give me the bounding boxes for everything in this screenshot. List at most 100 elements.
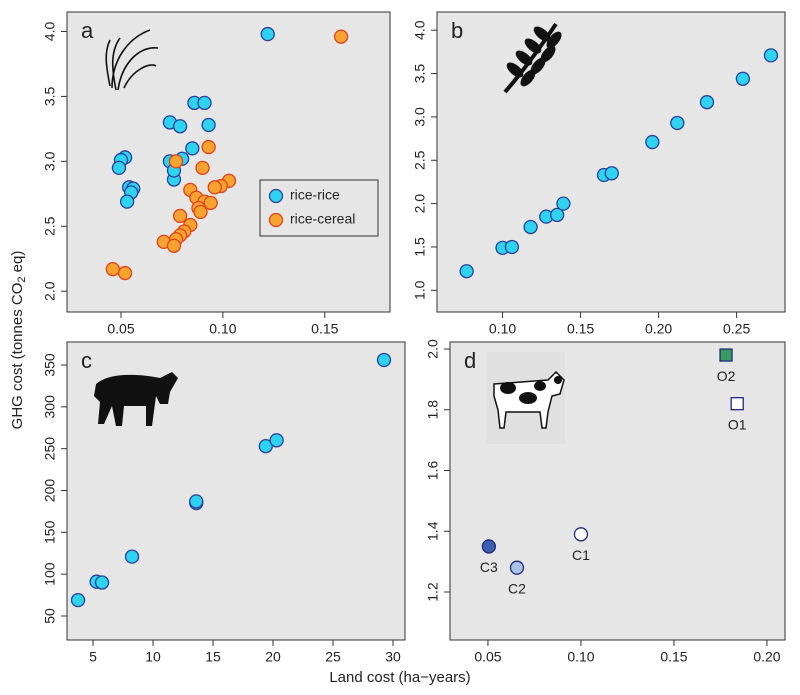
point [195, 160, 210, 175]
y-tick-label: 50 [42, 608, 58, 624]
point [201, 117, 216, 133]
x-tick-label: 0.05 [107, 321, 134, 337]
x-tick-label: 0.10 [567, 649, 594, 665]
icon [94, 372, 178, 426]
y-tick-label: 3.0 [42, 151, 58, 171]
point [730, 397, 744, 411]
point [168, 154, 184, 169]
y-tick-label: 2.0 [42, 281, 58, 301]
y-tick-label: 4.0 [42, 22, 58, 42]
point [735, 71, 751, 86]
icon [487, 352, 565, 444]
x-tick-label: 25 [325, 649, 341, 665]
icon-stroke [117, 47, 159, 91]
point [124, 549, 140, 564]
legend-label: rice-rice [290, 187, 340, 203]
point [189, 494, 204, 509]
panel-label: c [81, 348, 92, 373]
y-tick-label: 150 [42, 520, 58, 544]
icon-grain [520, 69, 536, 87]
y-tick-label: 4.0 [412, 20, 428, 40]
point [119, 194, 135, 209]
point [172, 119, 188, 134]
x-tick-label: 0.15 [660, 649, 687, 665]
icon-stroke [111, 29, 151, 89]
point [172, 208, 188, 224]
point [509, 560, 525, 575]
x-tick-label: 10 [145, 649, 161, 665]
icon-spot [554, 376, 562, 384]
y-tick-label: 250 [42, 437, 58, 461]
point [193, 204, 208, 220]
y-tick-label: 100 [42, 562, 58, 586]
x-tick-label: 0.10 [489, 321, 516, 337]
point [197, 95, 212, 111]
point [269, 433, 284, 448]
icon-stroke [111, 37, 121, 91]
point [604, 166, 619, 181]
x-tick-label: 30 [385, 649, 401, 665]
point [504, 239, 520, 255]
point [201, 139, 216, 155]
plot-area [436, 11, 786, 313]
point [719, 348, 733, 362]
point [523, 219, 538, 235]
x-tick-label: 0.05 [474, 649, 501, 665]
y-tick-label: 2.0 [412, 194, 428, 214]
y-tick-label: 3.0 [412, 107, 428, 127]
panel-label: a [81, 18, 94, 43]
point [670, 115, 685, 131]
point [459, 264, 474, 279]
icon-grain [533, 26, 551, 42]
icon-grain [506, 62, 524, 78]
x-tick-label: 0.15 [567, 321, 594, 337]
x-tick-label: 15 [205, 649, 221, 665]
legend-label: rice-cereal [290, 211, 355, 227]
point-label: C3 [480, 559, 498, 575]
y-tick-label: 1.8 [425, 400, 441, 420]
legend-box [259, 179, 379, 237]
icon-spot [500, 382, 516, 394]
icon-grain [530, 57, 546, 75]
icon-grain [540, 45, 556, 63]
point [105, 261, 121, 277]
icon [503, 22, 562, 94]
y-tick-label: 3.5 [412, 64, 428, 84]
icon-shape [94, 372, 178, 426]
icon [105, 29, 159, 91]
y-axis-label-part: GHG cost (tonnes CO [9, 283, 26, 430]
point [94, 575, 110, 590]
point-label: O1 [728, 416, 747, 432]
point [185, 141, 200, 156]
point [556, 196, 571, 211]
icon-grain [515, 50, 533, 66]
legend-marker [268, 188, 284, 204]
x-tick-label: 0.20 [645, 321, 672, 337]
y-tick-label: 2.0 [425, 339, 441, 359]
x-tick-label: 20 [265, 649, 281, 665]
x-tick-label: 0.20 [753, 649, 780, 665]
point [203, 195, 218, 211]
x-tick-label: 0.10 [209, 321, 236, 337]
y-tick-label: 300 [42, 395, 58, 419]
point-label: O2 [717, 368, 736, 384]
y-tick-label: 1.5 [412, 237, 428, 257]
point [376, 352, 392, 368]
point [333, 29, 349, 44]
point [166, 238, 182, 253]
panel-label: d [464, 348, 476, 373]
y-axis-label: GHG cost (tonnes CO2 eq) [9, 251, 28, 430]
icon-stroke [123, 64, 157, 89]
point [550, 207, 565, 223]
y-tick-label: 1.2 [425, 582, 441, 602]
y-axis-label-sub: 2 [16, 277, 28, 283]
point-label: C2 [508, 580, 526, 596]
point [481, 539, 497, 554]
y-tick-label: 1.6 [425, 461, 441, 481]
y-tick-label: 1.0 [412, 280, 428, 300]
point [699, 95, 715, 110]
y-tick-label: 3.5 [42, 86, 58, 106]
point-label: C1 [572, 547, 590, 563]
point [70, 592, 86, 608]
